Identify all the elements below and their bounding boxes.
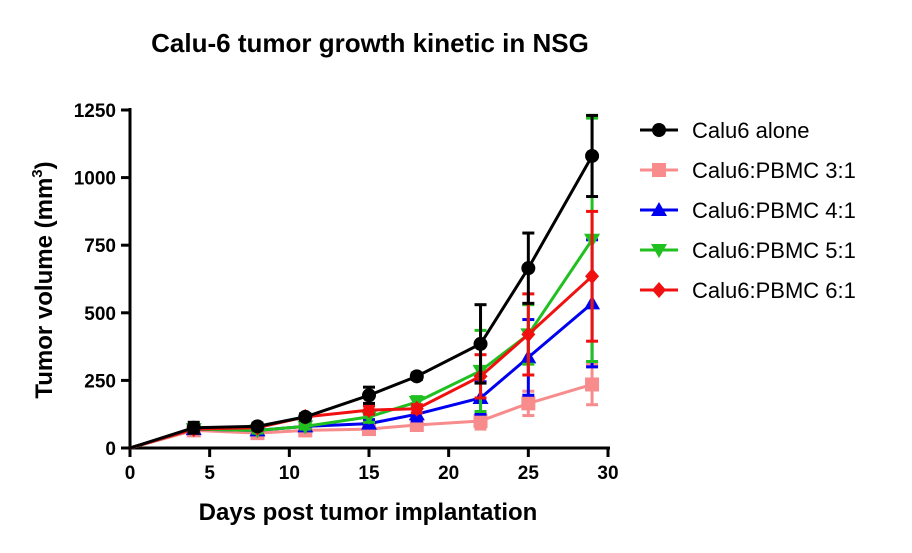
x-tick-label: 30 — [597, 463, 618, 484]
y-tick-label: 0 — [105, 439, 116, 460]
legend-marker — [652, 282, 666, 298]
legend-label: Calu6:PBMC 3:1 — [692, 158, 856, 183]
x-tick-label: 0 — [125, 463, 136, 484]
data-point — [409, 369, 424, 384]
y-tick-label: 250 — [84, 371, 116, 392]
data-point — [585, 268, 600, 285]
legend-item: Calu6:PBMC 3:1 — [640, 158, 856, 183]
x-axis-label: Days post tumor implantation — [199, 499, 538, 526]
legend: Calu6 alone Calu6:PBMC 3:1 Calu6:PBMC 4:1 C… — [640, 118, 856, 303]
legend-item: Calu6 alone — [640, 118, 809, 143]
legend-item: Calu6:PBMC 6:1 — [640, 278, 856, 303]
chart-title: Calu-6 tumor growth kinetic in NSG — [151, 28, 589, 58]
legend-marker — [651, 202, 667, 216]
y-tick-label: 1000 — [74, 169, 116, 190]
series-1 — [129, 113, 600, 450]
y-axis-label: Tumor volume (mm3) — [29, 161, 58, 398]
data-point — [521, 326, 536, 343]
series-layer — [129, 113, 601, 450]
y-tick-label: 500 — [84, 304, 116, 325]
data-point — [297, 420, 314, 435]
y-tick-label: 1250 — [74, 101, 116, 122]
y-tick-label: 750 — [84, 236, 116, 257]
x-tick-label: 15 — [358, 463, 380, 484]
data-point — [186, 420, 201, 435]
x-tick-label: 20 — [438, 463, 459, 484]
axes: 0 250 500 750 1000 1250 0 5 10 15 20 25 30 — [74, 101, 619, 484]
data-point — [473, 336, 488, 351]
data-point — [409, 400, 424, 417]
x-tick-label: 10 — [279, 463, 300, 484]
data-point — [473, 413, 488, 428]
data-point — [362, 402, 376, 419]
legend-marker — [652, 163, 666, 177]
legend-marker — [652, 123, 666, 137]
x-tick-label: 5 — [204, 463, 215, 484]
legend-item: Calu6:PBMC 4:1 — [640, 198, 856, 223]
legend-label: Calu6 alone — [692, 118, 809, 143]
data-point — [585, 148, 600, 163]
data-point — [521, 261, 536, 276]
legend-item: Calu6:PBMC 5:1 — [640, 238, 856, 263]
x-tick-label: 25 — [518, 463, 540, 484]
data-point — [362, 388, 376, 403]
data-point — [298, 409, 313, 424]
legend-label: Calu6:PBMC 4:1 — [692, 198, 856, 223]
data-point — [250, 419, 265, 434]
legend-label: Calu6:PBMC 6:1 — [692, 278, 856, 303]
data-point — [521, 396, 536, 411]
data-point — [585, 377, 600, 392]
legend-label: Calu6:PBMC 5:1 — [692, 238, 856, 263]
legend-marker — [651, 244, 667, 258]
